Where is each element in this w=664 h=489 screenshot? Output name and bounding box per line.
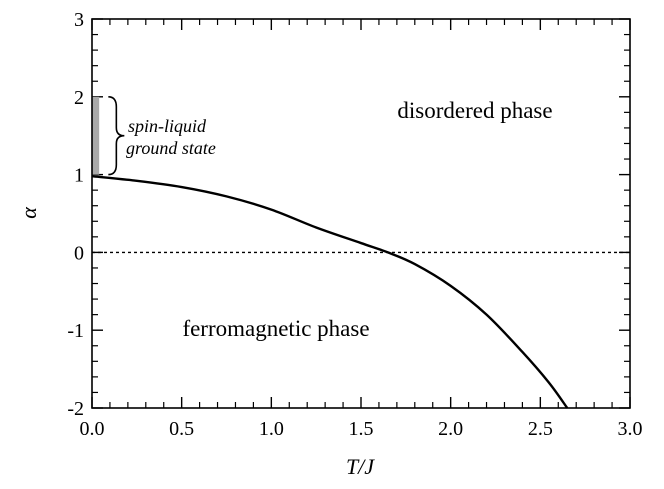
spin-liquid-brace [108, 96, 125, 176]
y-tick-label: -1 [67, 320, 84, 342]
series-phase-boundary-line [91, 174, 569, 409]
spin-liquid-shaded-region [92, 96, 100, 175]
minor-ticks [92, 19, 630, 408]
x-axis-title: T/J [346, 454, 375, 479]
x-tick-label: 2.5 [528, 418, 553, 440]
major-ticks [91, 18, 631, 409]
annotation-disordered-phase: disordered phase [397, 98, 552, 123]
series-layer [91, 174, 630, 409]
x-tick-labels: 0.0 0.5 1.0 1.5 2.0 2.5 3.0 [80, 418, 643, 440]
plot-frame [91, 18, 631, 409]
y-tick-label: 2 [74, 87, 84, 109]
y-tick-label: 3 [74, 9, 84, 31]
x-tick-label: 3.0 [618, 418, 643, 440]
x-tick-label: 1.5 [349, 418, 374, 440]
x-tick-label: 2.0 [438, 418, 463, 440]
y-tick-label: 1 [74, 165, 84, 187]
annotation-ground-state: ground state [126, 138, 216, 158]
x-tick-label: 0.0 [80, 418, 105, 440]
y-tick-labels: -2 -1 0 1 2 3 [67, 9, 84, 420]
y-tick-label: -2 [67, 398, 84, 420]
y-tick-label: 0 [74, 242, 84, 264]
y-axis-title: α [16, 207, 41, 219]
annotation-spin-liquid: spin-liquid [128, 116, 207, 136]
x-tick-label: 1.0 [259, 418, 284, 440]
annotation-ferromagnetic-phase: ferromagnetic phase [182, 316, 369, 341]
x-tick-label: 0.5 [169, 418, 194, 440]
